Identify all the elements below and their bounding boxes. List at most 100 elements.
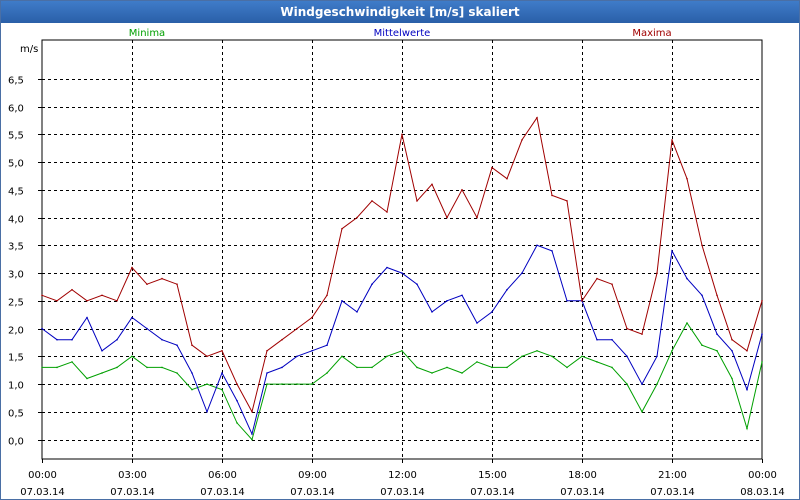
- data-point-mittelwerte: [296, 355, 298, 358]
- x-tick-time: 09:00: [298, 470, 327, 481]
- data-point-mittelwerte: [506, 288, 508, 291]
- data-point-minima: [611, 366, 613, 369]
- data-point-minima: [251, 438, 253, 441]
- data-point-maxima: [251, 411, 253, 413]
- data-point-maxima: [386, 211, 388, 213]
- data-point-mittelwerte: [416, 283, 418, 286]
- data-point-maxima: [176, 283, 178, 286]
- x-tick-time: 06:00: [208, 470, 237, 481]
- data-point-mittelwerte: [101, 350, 103, 352]
- data-point-maxima: [686, 177, 688, 180]
- data-point-minima: [701, 344, 703, 347]
- y-tick-label: 2,0: [8, 326, 24, 337]
- data-point-mittelwerte: [221, 372, 223, 374]
- data-point-mittelwerte: [461, 294, 463, 297]
- data-point-maxima: [41, 294, 43, 297]
- y-tick-label: 0,0: [8, 437, 24, 448]
- x-tick-date: 07.03.14: [650, 487, 695, 498]
- data-point-maxima: [116, 300, 118, 302]
- data-point-minima: [431, 372, 433, 374]
- data-point-minima: [341, 355, 343, 358]
- x-tick-date: 07.03.14: [20, 487, 65, 498]
- data-point-maxima: [476, 216, 478, 219]
- data-point-minima: [236, 422, 238, 424]
- data-point-minima: [356, 366, 358, 369]
- data-point-maxima: [551, 194, 553, 197]
- data-point-maxima: [656, 272, 658, 274]
- y-tick-label: 3,5: [8, 242, 24, 253]
- y-tick-label: 5,5: [8, 131, 24, 142]
- data-point-maxima: [431, 183, 433, 186]
- data-point-maxima: [341, 227, 343, 230]
- data-point-minima: [86, 377, 88, 380]
- data-point-maxima: [536, 116, 538, 119]
- data-point-mittelwerte: [596, 338, 598, 341]
- data-point-mittelwerte: [716, 333, 718, 335]
- data-point-maxima: [401, 133, 403, 136]
- x-tick-date: 07.03.14: [470, 487, 515, 498]
- data-point-minima: [686, 322, 688, 324]
- data-point-minima: [671, 350, 673, 352]
- x-tick-time: 00:00: [28, 470, 57, 481]
- data-point-maxima: [416, 200, 418, 202]
- data-point-mittelwerte: [746, 388, 748, 391]
- data-point-minima: [281, 383, 283, 385]
- data-point-minima: [626, 383, 628, 385]
- data-point-minima: [371, 366, 373, 369]
- data-point-mittelwerte: [341, 300, 343, 302]
- x-tick-date: 07.03.14: [110, 487, 155, 498]
- data-point-mittelwerte: [161, 338, 163, 341]
- data-point-maxima: [641, 333, 643, 335]
- y-tick-label: 0,5: [8, 409, 24, 420]
- y-axis-unit: m/s: [20, 44, 38, 55]
- data-point-mittelwerte: [686, 277, 688, 280]
- x-tick-date: 07.03.14: [380, 487, 425, 498]
- data-point-minima: [71, 361, 73, 363]
- data-point-minima: [191, 388, 193, 391]
- data-point-maxima: [371, 200, 373, 202]
- data-point-mittelwerte: [701, 294, 703, 297]
- y-tick-label: 6,5: [8, 76, 24, 87]
- x-tick-date: 07.03.14: [290, 487, 335, 498]
- y-tick-label: 4,5: [8, 187, 24, 198]
- data-point-minima: [461, 372, 463, 374]
- data-point-maxima: [236, 383, 238, 385]
- data-point-mittelwerte: [86, 316, 88, 319]
- data-point-mittelwerte: [356, 311, 358, 313]
- data-point-mittelwerte: [566, 300, 568, 302]
- data-point-maxima: [746, 350, 748, 352]
- data-point-minima: [326, 372, 328, 374]
- data-point-minima: [716, 350, 718, 352]
- data-point-minima: [41, 366, 43, 369]
- data-point-mittelwerte: [386, 266, 388, 269]
- data-point-maxima: [521, 139, 523, 141]
- data-point-mittelwerte: [251, 433, 253, 435]
- data-point-minima: [506, 366, 508, 369]
- y-tick-label: 3,0: [8, 270, 24, 281]
- data-point-mittelwerte: [521, 272, 523, 274]
- x-tick-date: 08.03.14: [740, 487, 785, 498]
- data-point-maxima: [506, 177, 508, 180]
- data-point-minima: [536, 350, 538, 352]
- data-point-mittelwerte: [446, 300, 448, 302]
- data-point-mittelwerte: [191, 372, 193, 374]
- data-point-minima: [731, 377, 733, 380]
- data-point-minima: [146, 366, 148, 369]
- data-point-minima: [101, 372, 103, 374]
- data-point-maxima: [761, 300, 763, 302]
- data-point-minima: [581, 355, 583, 358]
- data-point-maxima: [296, 327, 298, 330]
- data-point-minima: [746, 427, 748, 430]
- data-point-maxima: [146, 283, 148, 286]
- y-tick-label: 5,0: [8, 159, 24, 170]
- data-point-mittelwerte: [281, 366, 283, 369]
- data-point-minima: [446, 366, 448, 369]
- data-point-maxima: [221, 350, 223, 352]
- data-point-mittelwerte: [131, 316, 133, 319]
- data-point-maxima: [491, 166, 493, 169]
- data-point-mittelwerte: [626, 355, 628, 358]
- data-point-minima: [401, 350, 403, 352]
- data-point-maxima: [581, 300, 583, 302]
- data-point-minima: [656, 383, 658, 385]
